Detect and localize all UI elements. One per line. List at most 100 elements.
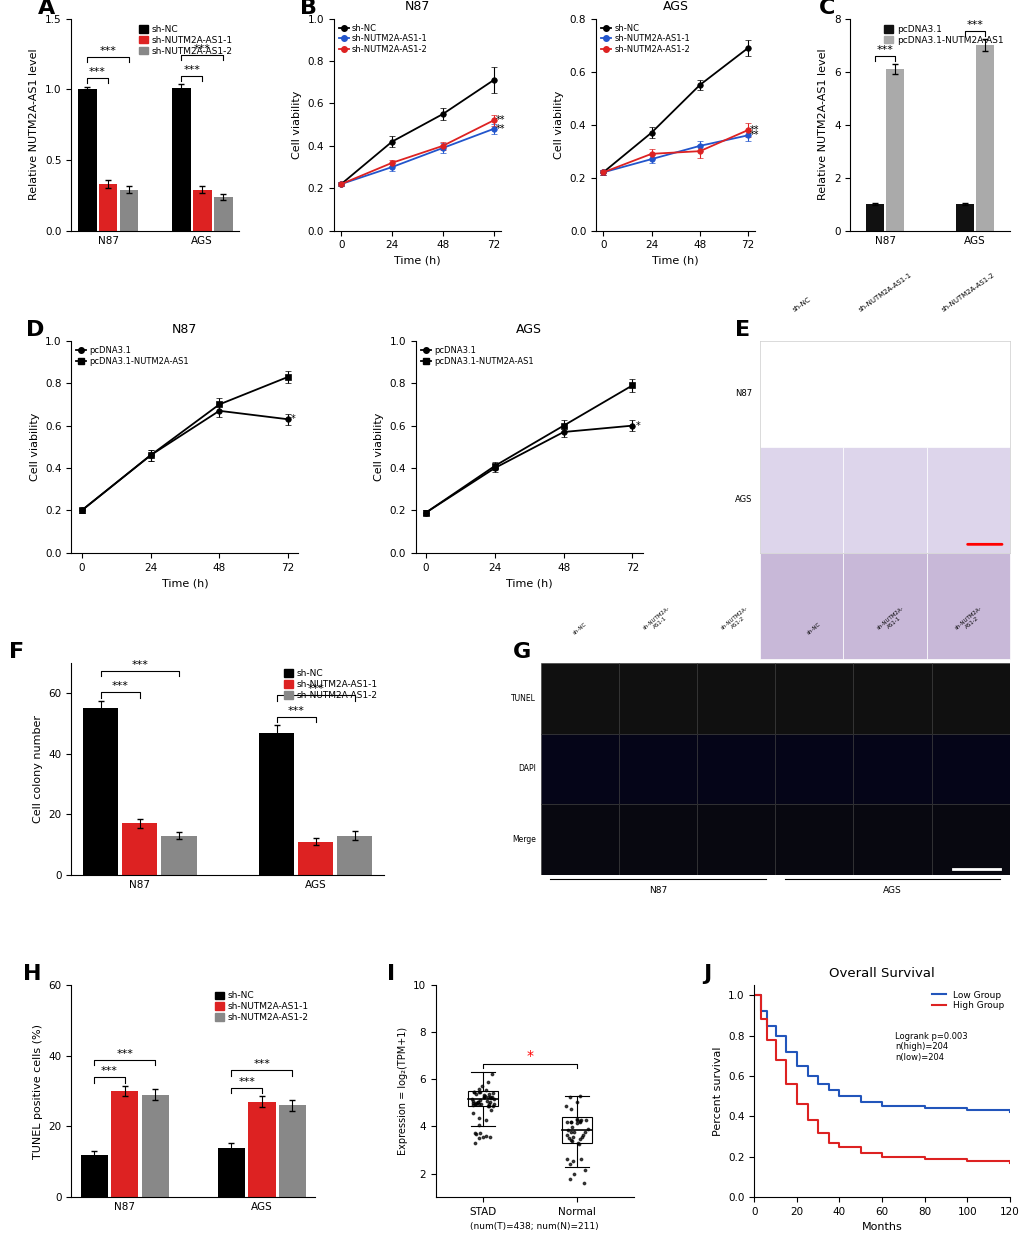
Point <box>560 1086 577 1106</box>
Point <box>569 1092 585 1112</box>
Point <box>478 1091 494 1111</box>
Legend: sh-NC, sh-NUTM2A-AS1-1, sh-NUTM2A-AS1-2: sh-NC, sh-NUTM2A-AS1-1, sh-NUTM2A-AS1-2 <box>137 24 234 57</box>
Point <box>560 1129 577 1148</box>
Point <box>475 1127 491 1147</box>
Text: G: G <box>512 642 530 662</box>
Bar <box>853 804 930 875</box>
Bar <box>84 708 118 875</box>
Bar <box>759 446 843 552</box>
High Group <box>1003 1155 1015 1170</box>
Low Group <box>822 1082 835 1097</box>
Bar <box>865 205 883 231</box>
Text: Logrank p=0.003
n(high)=204
n(low)=204: Logrank p=0.003 n(high)=204 n(low)=204 <box>894 1031 966 1061</box>
Y-axis label: Cell viability: Cell viability <box>374 413 383 481</box>
Point <box>477 1110 493 1130</box>
Point <box>481 1094 497 1114</box>
High Group <box>754 1013 766 1028</box>
Point <box>478 1080 494 1100</box>
Point <box>471 1090 487 1110</box>
Point <box>477 1126 493 1146</box>
Y-axis label: Expression = log₂(TPM+1): Expression = log₂(TPM+1) <box>397 1028 408 1155</box>
Bar <box>468 1091 497 1106</box>
High Group <box>768 1052 781 1067</box>
Text: ***: *** <box>876 45 893 55</box>
Point <box>464 1094 480 1114</box>
Point <box>482 1089 498 1109</box>
Text: ***: *** <box>112 681 128 691</box>
Low Group <box>1003 1105 1015 1120</box>
Point <box>566 1163 582 1183</box>
Text: sh-NUTM2A-
AS1-2: sh-NUTM2A- AS1-2 <box>954 606 986 636</box>
Point <box>485 1094 501 1114</box>
Point <box>564 1131 580 1151</box>
Point <box>468 1094 484 1114</box>
Low Group <box>754 1004 766 1019</box>
Bar <box>540 733 619 804</box>
Point <box>474 1076 490 1096</box>
Bar <box>161 835 197 875</box>
High Group <box>801 1112 813 1127</box>
Text: ***: *** <box>254 1059 270 1069</box>
Bar <box>540 663 619 733</box>
Point <box>486 1090 502 1110</box>
High Group <box>960 1153 972 1168</box>
Point <box>471 1122 487 1142</box>
Text: ***: *** <box>966 20 982 30</box>
Point <box>572 1111 588 1131</box>
High Group <box>780 1076 792 1091</box>
Point <box>571 1129 587 1148</box>
Point <box>572 1112 588 1132</box>
Text: ***: *** <box>101 1066 118 1076</box>
Point <box>564 1116 580 1136</box>
Text: N87: N87 <box>735 389 752 398</box>
Point <box>476 1087 492 1107</box>
Text: B: B <box>300 0 317 17</box>
Bar <box>122 823 157 875</box>
Low Group <box>875 1099 888 1114</box>
Point <box>557 1148 574 1168</box>
Point <box>470 1129 486 1148</box>
Bar <box>259 733 294 875</box>
Point <box>476 1087 492 1107</box>
Low Group <box>760 1018 772 1033</box>
Title: AGS: AGS <box>662 0 688 14</box>
Bar <box>774 733 853 804</box>
Bar <box>774 804 853 875</box>
Title: Overall Survival: Overall Survival <box>828 966 934 980</box>
Point <box>562 1112 579 1132</box>
Point <box>569 1110 585 1130</box>
Text: *: * <box>526 1049 533 1062</box>
High Group <box>790 1097 802 1112</box>
Title: N87: N87 <box>172 323 198 335</box>
Point <box>557 1126 574 1146</box>
Y-axis label: Relative NUTM2A-AS1 level: Relative NUTM2A-AS1 level <box>817 49 827 201</box>
Bar <box>172 89 191 231</box>
Bar <box>619 804 696 875</box>
Point <box>573 1148 589 1168</box>
Bar <box>337 835 372 875</box>
Point <box>562 1112 579 1132</box>
Text: ***: *** <box>89 67 106 77</box>
Point <box>483 1087 499 1107</box>
Point <box>569 1109 585 1129</box>
X-axis label: Time (h): Time (h) <box>652 256 698 266</box>
Point <box>562 1100 579 1120</box>
Bar <box>298 842 333 875</box>
Text: sh-NUTM2A-
AS1-1: sh-NUTM2A- AS1-1 <box>875 606 908 636</box>
Bar <box>278 1105 306 1197</box>
Point <box>482 1087 498 1107</box>
Bar <box>119 190 139 231</box>
Title: N87: N87 <box>405 0 430 14</box>
Point <box>472 1094 488 1114</box>
Bar <box>925 552 1009 658</box>
Bar <box>619 663 696 733</box>
Point <box>477 1086 493 1106</box>
High Group <box>811 1125 823 1140</box>
Text: *: * <box>290 414 296 424</box>
Text: ***: *** <box>100 46 116 56</box>
Point <box>558 1112 575 1132</box>
Text: ***: *** <box>194 44 211 54</box>
Low Group <box>801 1069 813 1084</box>
Low Group <box>748 988 760 1003</box>
Y-axis label: Cell colony number: Cell colony number <box>33 715 43 823</box>
